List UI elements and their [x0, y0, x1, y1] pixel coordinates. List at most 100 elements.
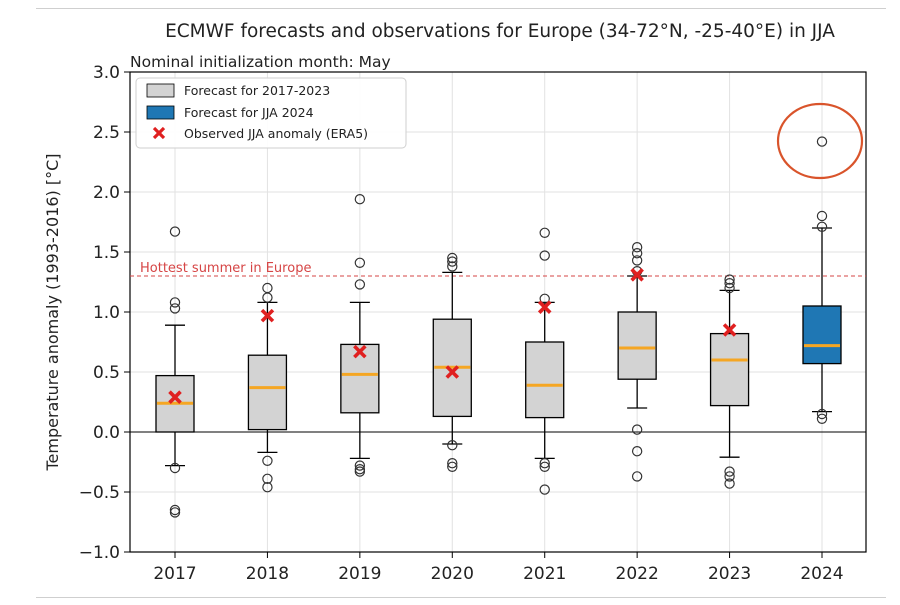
- box-group-2018: [247, 282, 288, 493]
- observed-marker: [630, 268, 644, 282]
- x-tick-label: 2022: [616, 564, 659, 584]
- y-ticks: 3.0 2.5 2.0 1.5 1.0 0.5 0.0 −0.5 −1.0: [79, 63, 130, 563]
- outlier-point: [447, 458, 458, 469]
- outlier-point: [447, 256, 458, 267]
- outlier-point: [539, 227, 550, 238]
- x-tick-label: 2020: [431, 564, 474, 584]
- y-tick-label: −0.5: [79, 483, 120, 503]
- outlier-point: [539, 250, 550, 261]
- outlier-point: [724, 282, 735, 294]
- x-tick-label: 2018: [246, 564, 289, 584]
- outlier-point: [447, 461, 458, 472]
- y-tick-label: 1.5: [93, 243, 120, 263]
- outlier-point: [631, 471, 643, 482]
- x-tick-label: 2021: [523, 564, 566, 584]
- observed-marker: [168, 390, 182, 404]
- outlier-point: [631, 241, 643, 253]
- outlier-point: [724, 478, 735, 489]
- legend-label-forecast-2017-2023: Forecast for 2017-2023: [184, 83, 330, 98]
- box-group-2019: [340, 193, 380, 477]
- outlier-point: [447, 440, 458, 451]
- outlier-point: [816, 408, 828, 420]
- legend-swatch-forecast-2017-2023: [146, 83, 175, 98]
- box-group-2021: [525, 227, 565, 495]
- box-2024: [802, 305, 842, 365]
- outlier-point: [539, 293, 550, 304]
- legend-x-marker-icon: [152, 126, 166, 140]
- outlier-point: [816, 136, 828, 147]
- box-group-2017: [155, 226, 195, 518]
- box-2022: [617, 311, 657, 380]
- outlier-point: [447, 261, 458, 272]
- outlier-point: [631, 446, 643, 457]
- outlier-point: [724, 274, 735, 285]
- outlier-point: [354, 466, 366, 477]
- observed-marker: [260, 308, 275, 323]
- box-2021: [525, 341, 565, 419]
- outlier-point: [447, 252, 458, 264]
- chart-title: ECMWF forecasts and observations for Eur…: [165, 21, 835, 42]
- x-tick-label: 2024: [800, 564, 843, 584]
- highlight-circle: [776, 102, 864, 180]
- top-rule: [36, 8, 886, 9]
- outlier-point: [631, 424, 643, 435]
- x-tick-label: 2017: [153, 564, 196, 584]
- chart-subtitle: Nominal initialization month: May: [130, 53, 391, 71]
- outlier-point: [169, 226, 181, 237]
- outlier-point: [354, 279, 366, 290]
- outlier-point: [169, 303, 181, 314]
- y-tick-label: 0.5: [93, 363, 120, 383]
- box-group-2022: [617, 241, 657, 482]
- outlier-point: [816, 413, 828, 424]
- y-tick-label: 1.0: [93, 303, 120, 323]
- x-ticks: 2017 2018 2019 2020 2021 2022 2023 2024: [153, 552, 844, 584]
- x-tick-label: 2019: [338, 564, 381, 584]
- observed-marker: [722, 323, 737, 337]
- outlier-point: [539, 484, 550, 495]
- legend-swatch-forecast-2024: [146, 105, 175, 120]
- box-2018: [247, 354, 288, 431]
- outlier-point: [631, 247, 643, 259]
- outlier-point: [262, 455, 273, 466]
- outlier-point: [169, 462, 181, 474]
- hottest-summer-label: Hottest summer in Europe: [140, 261, 311, 276]
- outlier-point: [724, 471, 735, 482]
- box-2023: [709, 332, 750, 407]
- plot-area-frame: [129, 71, 867, 553]
- legend-label-observed: Observed JJA anomaly (ERA5): [184, 126, 368, 141]
- outlier-point: [539, 461, 550, 472]
- y-tick-label: 2.0: [93, 183, 120, 203]
- y-tick-label: 2.5: [93, 123, 120, 143]
- boxplots: [155, 136, 842, 518]
- observed-marker: [353, 344, 367, 359]
- outlier-point: [354, 460, 366, 471]
- outlier-point: [816, 221, 828, 232]
- observed-marker: [445, 365, 460, 379]
- outlier-point: [169, 297, 181, 308]
- outlier-point: [539, 458, 550, 469]
- box-group-2023: [709, 274, 750, 489]
- outlier-point: [262, 473, 273, 484]
- box-group-2024: [802, 136, 842, 424]
- outlier-point: [354, 257, 366, 268]
- outlier-point: [169, 507, 181, 518]
- y-tick-label: 0.0: [93, 423, 120, 443]
- x-tick-label: 2023: [708, 564, 751, 584]
- bottom-rule: [36, 597, 886, 598]
- outlier-point: [262, 292, 273, 303]
- outlier-point: [724, 278, 735, 289]
- outlier-point: [631, 255, 643, 266]
- observed-marker: [537, 300, 552, 314]
- y-tick-label: −1.0: [79, 543, 120, 563]
- legend: Forecast for 2017-2023 Forecast for JJA …: [135, 77, 407, 149]
- outlier-point: [816, 210, 828, 222]
- outlier-point: [354, 193, 366, 205]
- legend-label-forecast-2024: Forecast for JJA 2024: [184, 105, 314, 120]
- outlier-point: [262, 482, 273, 493]
- box-2019: [340, 343, 380, 414]
- box-group-2020: [432, 252, 472, 472]
- y-axis-label: Temperature anomaly (1993-2016) [°C]: [43, 154, 62, 472]
- y-tick-label: 3.0: [93, 63, 120, 83]
- outlier-point: [724, 466, 735, 477]
